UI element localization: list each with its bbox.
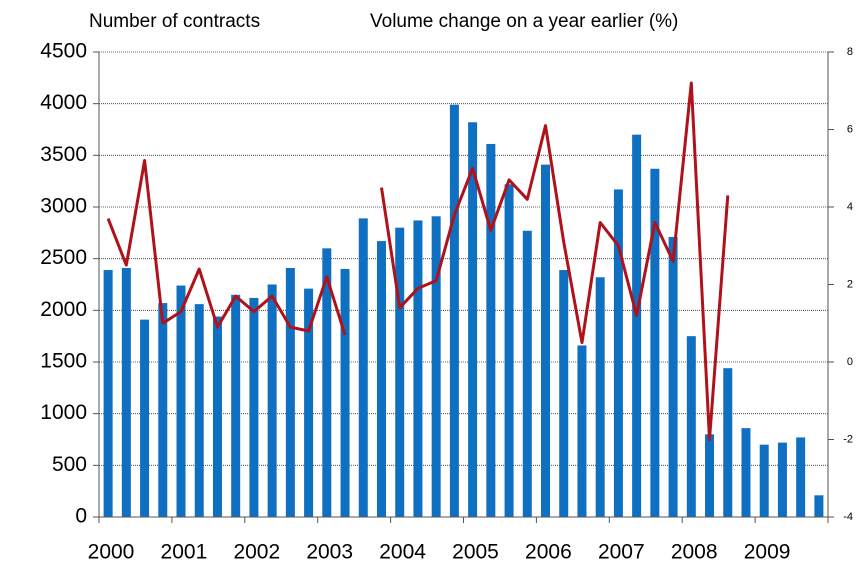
bar <box>559 270 569 517</box>
y-tick-label: 4500 <box>40 40 87 63</box>
bar <box>376 241 386 517</box>
x-tick-label: 2004 <box>379 541 426 564</box>
y-tick-label: 3000 <box>40 195 87 218</box>
bar <box>577 345 587 517</box>
bar <box>541 164 551 517</box>
x-tick-label: 2001 <box>161 541 208 564</box>
bar <box>121 267 131 517</box>
y2-tick-label: 2 <box>847 278 853 290</box>
x-tick-label: 2003 <box>306 541 353 564</box>
bar <box>468 122 478 518</box>
y-tick-label: 2500 <box>40 246 87 269</box>
bar <box>231 294 241 517</box>
bar <box>723 368 733 517</box>
y-tick-label: 0 <box>75 505 87 528</box>
y-tick-label: 4000 <box>40 91 87 114</box>
y2-axis-title: Volume change on a year earlier (%) <box>370 11 678 32</box>
line <box>106 81 730 441</box>
bar <box>522 230 532 517</box>
bar <box>249 297 259 517</box>
y-tick-label: 1500 <box>40 350 87 373</box>
x-tick-label: 2006 <box>525 541 572 564</box>
y-tick-label: 500 <box>52 453 87 476</box>
x-tick-label: 2005 <box>452 541 499 564</box>
x-tick-label: 2008 <box>671 541 718 564</box>
bar <box>103 270 113 517</box>
y2-tick-label: -4 <box>843 511 853 523</box>
bar <box>158 303 168 517</box>
bar <box>358 218 368 517</box>
bar <box>814 495 824 517</box>
y2-tick-label: 8 <box>847 46 853 58</box>
bar <box>595 277 605 517</box>
bar <box>140 319 150 517</box>
y2-tick-label: -2 <box>843 433 853 445</box>
y-tick-label: 3500 <box>40 143 87 166</box>
bar <box>504 184 514 517</box>
bar <box>449 104 459 517</box>
x-tick-label: 2007 <box>598 541 645 564</box>
y-tick-label: 1000 <box>40 401 87 424</box>
bar <box>668 236 678 517</box>
bar <box>176 285 186 517</box>
bar <box>650 168 660 517</box>
bar <box>413 220 423 517</box>
bar <box>212 316 222 517</box>
bar <box>267 284 277 517</box>
y2-tick-label: 4 <box>847 201 853 213</box>
bar <box>796 437 806 517</box>
bar <box>322 248 332 518</box>
x-tick-label: 2002 <box>233 541 280 564</box>
bar <box>777 442 787 517</box>
y-axis-title: Number of contracts <box>89 11 260 32</box>
bar <box>395 227 405 517</box>
y2-tick-label: 6 <box>847 123 853 135</box>
bar <box>486 143 496 517</box>
y2-tick-label: 0 <box>847 356 853 368</box>
bar <box>705 434 715 517</box>
bar <box>686 336 696 517</box>
x-tick-label: 2000 <box>88 541 135 564</box>
bar <box>340 269 350 517</box>
bar <box>632 134 642 517</box>
y-tick-label: 2000 <box>40 298 87 321</box>
bar <box>431 216 441 518</box>
bar <box>759 444 769 517</box>
x-tick-label: 2009 <box>744 541 791 564</box>
bar <box>304 288 314 517</box>
bar <box>194 304 204 517</box>
bar <box>741 428 751 517</box>
bar <box>613 189 623 517</box>
bar <box>285 267 295 517</box>
